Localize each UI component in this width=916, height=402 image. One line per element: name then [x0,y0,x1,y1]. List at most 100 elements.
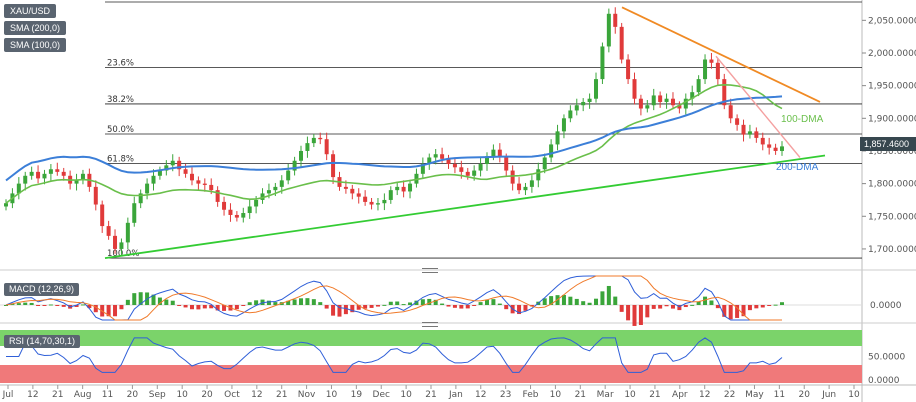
time-tick-label: 19 [351,390,363,400]
symbol-label[interactable]: XAU/USD [4,4,57,18]
macd-histogram-bar [61,305,66,307]
candle-body [581,101,586,106]
rsi-tick-label: 0.0000 [868,376,900,386]
price-tick-label: 1,850.0000 [868,147,916,157]
macd-histogram-bar [561,294,566,305]
macd-histogram-bar [209,305,214,309]
candle-body [747,131,752,135]
candle-body [106,226,111,236]
price-tick-label: 2,050.0000 [868,16,916,26]
time-tick-label: 21 [425,390,436,400]
macd-histogram-bar [350,305,355,313]
macd-histogram-bar [36,305,41,306]
macd-histogram-bar [215,305,220,311]
candle-body [696,79,701,93]
candle-body [151,175,156,184]
macd-histogram-bar [747,305,752,311]
macd-histogram-bar [677,305,682,311]
rsi-tick-label: 50.0000 [868,353,905,363]
time-tick-label: Mar [597,390,614,400]
macd-histogram-bar [138,292,143,305]
macd-histogram-bar [401,304,406,306]
macd-histogram-bar [594,298,599,305]
macd-histogram-bar [459,305,464,309]
macd-histogram-bar [741,305,746,317]
candle-body [350,188,355,194]
candle-body [613,13,618,27]
candle-body [260,193,265,200]
macd-histogram-bar [613,296,618,305]
time-tick-label: Oct [224,390,240,400]
macd-histogram-bar [189,305,194,310]
macd-histogram-bar [363,305,368,309]
candle-body [459,167,464,172]
time-tick-label: 12 [251,390,262,400]
macd-histogram-bar [93,305,98,313]
macd-histogram-bar [568,296,573,305]
macd-histogram-bar [196,305,201,310]
macd-histogram-bar [703,296,708,305]
moving-averages [5,83,783,204]
macd-histogram-bar [331,305,336,316]
candle-body [638,98,643,109]
macd-histogram-bar [132,293,137,305]
time-tick-label: Feb [523,390,539,400]
candle-body [670,98,675,106]
candle-body [491,149,496,157]
macd-histogram-bar [55,305,60,306]
time-tick-label: May [745,390,764,400]
candle-body [228,209,233,215]
macd-histogram-bar [119,305,124,310]
macd-histogram-bar [241,305,246,306]
candle-body [401,186,406,192]
macd-histogram-bar [472,305,477,306]
pane-resize-handle-2[interactable] [422,322,438,327]
candle-body [536,169,541,181]
time-tick-label: 10 [624,390,636,400]
candle-body [234,214,239,218]
candle-body [529,180,534,187]
macd-histogram-bar [388,301,393,305]
time-tick-label: 20 [201,390,213,400]
macd-histogram-bar [452,305,457,308]
macd-histogram-bar [408,302,413,305]
macd-histogram-bar [311,299,316,305]
sma100-label[interactable]: SMA (100,0) [4,38,67,52]
candle-body [363,196,368,202]
price-tick-label: 1,800.0000 [868,180,916,190]
macd-histogram-bar [382,304,387,306]
candle-body [497,149,502,158]
candle-body [664,98,669,102]
macd-histogram-bar [606,285,611,305]
candle-body [331,154,336,178]
candle-body [375,203,380,205]
candle-body [170,160,175,166]
sma200-label[interactable]: SMA (200,0) [4,21,67,35]
time-tick-label: 10 [848,390,860,400]
time-tick-label: 21 [575,390,586,400]
candle-body [23,175,28,184]
pane-resize-handle-1[interactable] [422,268,438,273]
macd-histogram-bar [343,305,348,315]
fibonacci-levels: 23.6% 38.2% 50.0% 61.8% 100.0% [105,1,862,259]
main-pane [0,0,862,266]
macd-histogram-bar [626,305,631,321]
macd-histogram-bar [658,305,663,309]
macd-histogram-bar [574,298,579,305]
candle-body [324,139,329,155]
time-tick-label: 10 [176,390,188,400]
candle-body [273,186,278,191]
macd-histogram-bar [491,299,496,305]
macd-histogram-bar [414,300,419,305]
price-tick-label: 1,950.0000 [868,82,916,92]
macd-label[interactable]: MACD (12,26,9) [4,283,80,296]
trend-lines [104,6,826,259]
candle-body [690,92,695,99]
time-tick-label: 12 [475,390,486,400]
candle-body [767,144,772,148]
time-tick-label: 20 [799,390,811,400]
candle-body [93,186,98,205]
rsi-label[interactable]: RSI (14,70,30,1) [4,335,81,348]
candle-body [196,180,201,184]
